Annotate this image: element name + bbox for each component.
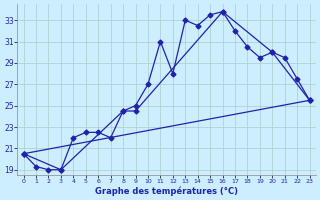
X-axis label: Graphe des températures (°C): Graphe des températures (°C) (95, 186, 238, 196)
